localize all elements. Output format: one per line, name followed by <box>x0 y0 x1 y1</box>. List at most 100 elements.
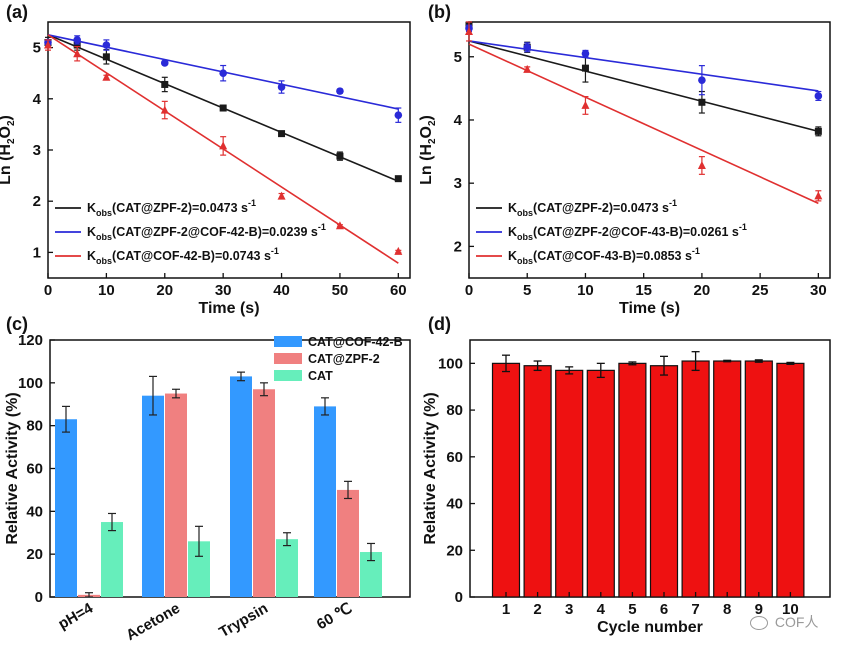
x-tick-label: 0 <box>44 282 52 299</box>
x-tick-label: 8 <box>723 601 731 618</box>
data-point-square <box>102 53 110 61</box>
x-tick-label: 20 <box>156 282 173 299</box>
x-tick-label: 50 <box>332 282 349 299</box>
data-point-triangle <box>44 40 52 49</box>
legend-label: Kobs(CAT@ZPF-2)=0.0473 s-1 <box>87 198 256 218</box>
fit-line <box>468 40 819 92</box>
data-point-triangle <box>73 49 82 58</box>
bar <box>314 406 336 597</box>
legend-label: CAT@COF-42-B <box>308 335 403 349</box>
y-tick-label: 80 <box>446 402 463 419</box>
watermark-text: COF人 <box>774 614 819 630</box>
data-point-circle <box>73 36 81 44</box>
x-tick-label: 1 <box>502 601 510 618</box>
y-axis-label-text: Ln (H2O2) <box>418 115 438 185</box>
bar <box>744 360 773 598</box>
legend-label: Kobs(CAT@COF-43-B)=0.0853 s-1 <box>508 246 700 266</box>
data-point-triangle <box>335 221 344 230</box>
x-axis-label: Time (s) <box>619 300 680 317</box>
x-tick-label: 5 <box>628 601 636 618</box>
bar <box>681 360 710 598</box>
fit-line <box>468 43 819 205</box>
legend-swatch <box>274 353 302 364</box>
bar <box>276 539 298 597</box>
x-tick-label: 40 <box>273 282 290 299</box>
y-tick-label: 120 <box>18 332 43 349</box>
x-tick-label: 60 <box>390 282 407 299</box>
bar <box>776 362 805 598</box>
data-point-triangle <box>697 160 706 169</box>
x-tick-label-group: pH=4 <box>55 599 96 633</box>
data-point-triangle <box>277 191 286 200</box>
legend-label: Kobs(CAT@ZPF-2@COF-42-B)=0.0239 s-1 <box>87 222 326 242</box>
bar <box>188 541 210 597</box>
data-point-circle <box>160 59 169 67</box>
data-point-square <box>581 64 589 72</box>
bar <box>360 552 382 597</box>
y-tick-label: 40 <box>446 496 463 513</box>
bar <box>523 365 552 598</box>
x-tick-label: 20 <box>694 282 711 299</box>
bar <box>491 362 521 598</box>
plot-frame <box>468 21 831 279</box>
data-point-square <box>219 104 227 112</box>
data-point-circle <box>102 41 111 49</box>
x-tick-label: 4 <box>597 601 606 618</box>
x-tick-label: pH=4 <box>55 599 96 633</box>
bar <box>165 393 187 597</box>
data-point-circle <box>394 111 403 119</box>
y-tick-label: 20 <box>26 546 43 563</box>
data-point-square <box>161 80 169 88</box>
y-tick-label: 60 <box>26 461 43 478</box>
x-tick-label: 7 <box>691 601 699 618</box>
data-point-circle <box>219 69 227 77</box>
x-tick-label: 6 <box>660 601 668 618</box>
bar <box>55 419 77 597</box>
x-tick-label: 60 ℃ <box>314 600 355 634</box>
bar <box>101 522 123 597</box>
x-tick-label: 10 <box>782 601 799 618</box>
bar <box>586 369 615 598</box>
legend-swatch <box>274 370 302 381</box>
x-axis-label: Cycle number <box>597 619 703 636</box>
y-tick-label: 5 <box>454 49 462 66</box>
data-point-triangle <box>394 246 403 255</box>
data-point-circle <box>814 92 823 100</box>
x-tick-label: 5 <box>523 282 531 299</box>
bar <box>337 489 359 597</box>
y-tick-label: 100 <box>18 375 43 392</box>
y-tick-label: 1 <box>33 244 41 261</box>
y-tick-label: 2 <box>454 238 462 255</box>
x-tick-label: 2 <box>533 601 541 618</box>
x-tick-label: 30 <box>810 282 827 299</box>
data-point-circle <box>698 76 706 84</box>
legend-swatch <box>274 336 302 347</box>
data-point-square <box>336 152 344 160</box>
data-point-square <box>394 175 402 183</box>
x-tick-label: 15 <box>635 282 652 299</box>
y-tick-label: 0 <box>35 589 43 606</box>
data-point-triangle <box>160 105 169 114</box>
data-point-square <box>73 41 81 49</box>
data-point-circle <box>277 83 286 91</box>
y-tick-label: 40 <box>26 503 43 520</box>
bar <box>142 395 164 597</box>
y-axis-label-text: Ln (H2O2) <box>0 115 17 185</box>
y-tick-label: 100 <box>438 355 463 372</box>
y-axis-label: Ln (H2O2) <box>418 115 438 185</box>
x-tick-label-group: Trypsin <box>216 600 271 641</box>
x-tick-label: 9 <box>755 601 763 618</box>
legend-label: CAT <box>308 369 333 383</box>
y-axis-label-text: Relative Activity (%) <box>422 392 439 544</box>
bar <box>253 389 275 597</box>
x-tick-label: 10 <box>577 282 594 299</box>
bar <box>618 362 647 598</box>
y-tick-label: 0 <box>455 589 463 606</box>
data-point-square <box>278 130 286 138</box>
x-tick-label: 10 <box>98 282 115 299</box>
data-point-circle <box>336 87 344 95</box>
y-tick-label: 60 <box>446 449 463 466</box>
data-point-square <box>698 98 706 106</box>
bar <box>649 365 679 598</box>
legend-label: Kobs(CAT@ZPF-2)=0.0473 s-1 <box>508 198 677 218</box>
